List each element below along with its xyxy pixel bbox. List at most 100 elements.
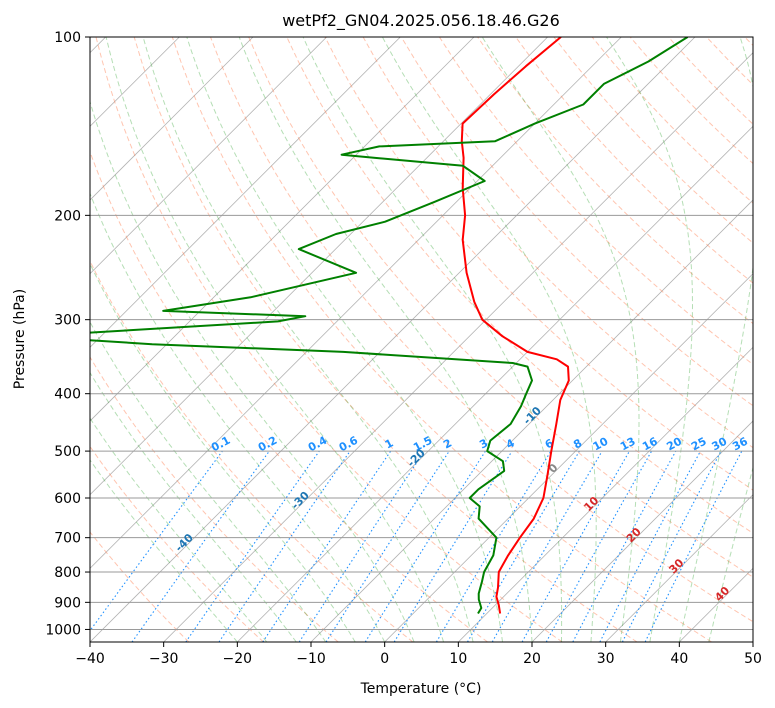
dry-adiabat-line [90, 445, 264, 642]
isotherm-line [90, 37, 401, 348]
moist-adiabat-line [381, 37, 597, 642]
x-tick-label: 10 [449, 651, 467, 667]
dry-adiabat-line [438, 37, 753, 366]
moist-adiabat-line [90, 459, 238, 642]
mixing-ratio-label: 13 [618, 435, 638, 454]
moist-adiabat-label: 30 [666, 556, 686, 576]
mixing-ratio-label: 1 [383, 436, 396, 451]
mixing-ratio-line [599, 450, 701, 642]
line-labels: 0.10.20.40.611.52346810131620253036-100-… [173, 404, 751, 604]
dry-adiabat-line [90, 356, 339, 642]
y-tick-label: 500 [54, 444, 81, 460]
moist-adiabat-line [238, 37, 533, 642]
moist-adiabat-line [142, 37, 474, 642]
x-tick-label: −10 [296, 651, 326, 667]
y-tick-label: 800 [54, 565, 81, 581]
x-tick-label: −20 [223, 651, 253, 667]
mixing-ratio-line [90, 450, 223, 632]
y-tick-label: 300 [54, 313, 81, 329]
x-axis-label: Temperature (°C) [360, 681, 482, 697]
isotherm-label: -10 [521, 404, 544, 427]
dry-adiabat-line [171, 37, 712, 642]
x-tick-label: −40 [75, 651, 105, 667]
moist-adiabat-label: 20 [624, 525, 644, 545]
moist-adiabat-line [90, 262, 356, 642]
y-tick-label: 700 [54, 531, 81, 547]
isotherm-line [310, 199, 753, 642]
moist-adiabat-line [708, 465, 753, 642]
dry-adiabat-line [90, 531, 190, 642]
isotherm-line [90, 37, 548, 496]
y-tick-label: 1000 [45, 622, 81, 638]
dry-adiabat-line [362, 37, 753, 449]
y-tick-label: 900 [54, 595, 81, 611]
x-tick-label: −30 [149, 651, 179, 667]
moist-adiabat-label: 10 [581, 494, 601, 514]
moist-adiabat-line [90, 192, 386, 642]
y-axis: 100 200 300 400 500 600 700 800 900 1000 [45, 30, 90, 638]
dry-adiabat-line [591, 37, 753, 204]
y-tick-label: 600 [54, 491, 81, 507]
mixing-ratio-line [185, 450, 320, 642]
moist-adiabat-line [302, 37, 563, 642]
isotherm-line [163, 52, 753, 642]
y-tick-label: 400 [54, 387, 81, 403]
mixing-ratio-line [467, 450, 580, 642]
dry-adiabat-line [706, 37, 753, 86]
isotherm-label: -30 [289, 489, 312, 512]
moist-adiabat-label: 40 [712, 584, 732, 604]
sounding-profiles [90, 37, 689, 615]
dry-adiabat-line [400, 37, 753, 407]
x-tick-label: 0 [380, 651, 389, 667]
isotherm-line [237, 125, 753, 642]
isotherm-line [90, 37, 254, 201]
isotherm-line [458, 346, 753, 642]
background-lines [90, 37, 753, 642]
dry-adiabat-line [515, 37, 753, 284]
moist-adiabat-line [186, 37, 503, 642]
dry-adiabat-line [668, 37, 753, 125]
isotherm-line [679, 567, 753, 642]
moist-adiabat-line [678, 37, 753, 642]
dry-adiabat-line [324, 37, 753, 491]
isotherm-line [531, 420, 753, 642]
mixing-ratio-line [131, 450, 270, 642]
mixing-ratio-label: 16 [640, 435, 660, 454]
isotherm-line [605, 494, 753, 642]
dry-adiabat-line [90, 150, 488, 642]
dry-adiabat-line [744, 37, 753, 47]
mixing-ratio-line [262, 450, 392, 642]
dry-adiabat-line [210, 37, 753, 623]
x-axis: −40 −30 −20 −10 0 10 20 30 40 50 [75, 642, 762, 667]
mixing-ratio-line [218, 450, 351, 642]
temperature-profile-line [460, 37, 570, 614]
isotherm-line [752, 641, 753, 642]
mixing-ratio-line [572, 450, 677, 642]
mixing-ratio-label: 36 [730, 435, 750, 454]
dewpoint-profile-line [90, 37, 689, 615]
moist-adiabat-line [606, 37, 693, 642]
mixing-ratio-line [644, 450, 743, 642]
dry-adiabat-line [133, 37, 638, 642]
x-tick-label: 30 [597, 651, 615, 667]
isotherm-line [90, 37, 622, 569]
moist-adiabat-line [481, 37, 640, 642]
mixing-ratio-label: 10 [591, 435, 611, 454]
plot-frame [89, 36, 754, 643]
mixing-ratio-line [325, 450, 450, 642]
mixing-ratio-label: 2 [441, 436, 454, 451]
isotherm-line [90, 37, 696, 642]
dry-adiabat-line [95, 37, 563, 642]
isotherm-line [90, 37, 475, 422]
mixing-ratio-label: 4 [504, 436, 517, 451]
y-tick-label: 200 [54, 208, 81, 224]
mixing-ratio-line [545, 450, 653, 642]
x-tick-label: 20 [523, 651, 541, 667]
isotherm-line [90, 37, 327, 275]
mixing-ratio-line [521, 450, 630, 642]
y-tick-label: 100 [54, 30, 81, 46]
y-axis-label: Pressure (hPa) [12, 289, 28, 389]
dry-adiabat-line [248, 37, 753, 578]
mixing-ratio-label: 20 [664, 435, 684, 454]
